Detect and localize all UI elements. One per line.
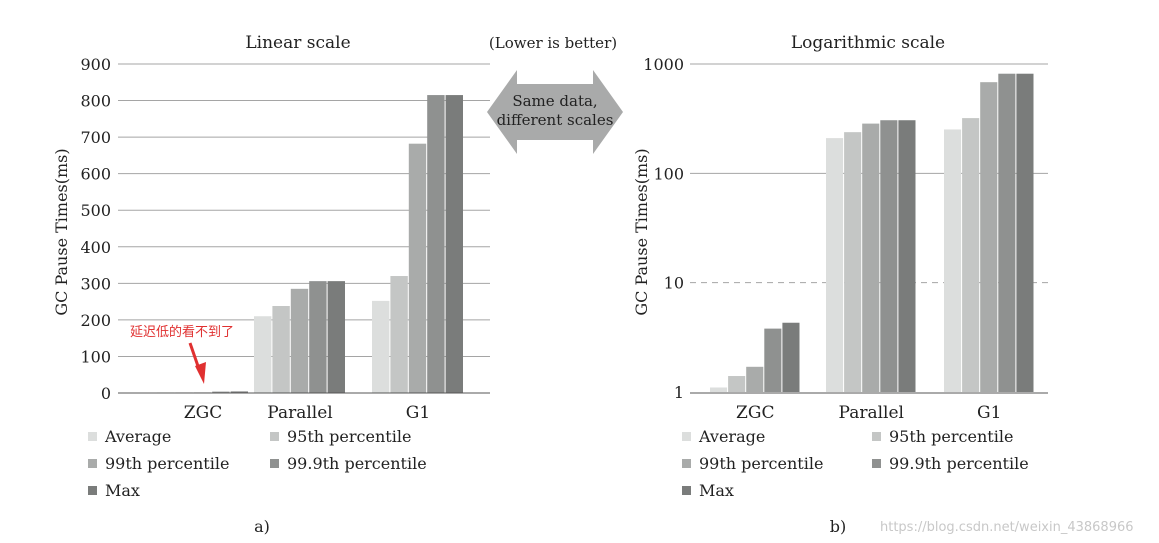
bar-parallel-average [826,138,844,392]
linear-y-ticks: 0 100 200 300 400 500 600 700 800 900 [80,55,111,403]
log-sublabel: b) [830,517,846,536]
category-label: Parallel [267,403,332,423]
legend-label: 99th percentile [105,454,229,473]
arrow-text-line1: Same data, [512,92,597,110]
bar-zgc-average [710,387,728,392]
category-label: ZGC [736,403,774,423]
bar-parallel-max [898,120,916,393]
bar-g1-99-9th-percentile [998,73,1016,392]
bar-g1-max [1016,73,1034,392]
legend-swatch [270,432,279,441]
linear-gridlines [118,63,490,357]
bar-g1-average [944,129,962,392]
linear-y-axis-label: GC Pause Times(ms) [52,148,71,315]
linear-x-categories: ZGC Parallel G1 [184,403,430,423]
linear-scale-chart: Linear scale GC Pause Times(ms) 0 100 200 3… [52,33,490,536]
legend-label: Max [105,481,140,500]
linear-legend: Average 95th percentile 99th percentile 99.… [88,427,427,500]
bar-parallel-95th-percentile [844,132,862,392]
bar-g1-95th-percentile [390,276,408,393]
legend-swatch [682,432,691,441]
bar-g1-99th-percentile [408,143,427,393]
legend-swatch [872,459,881,468]
legend-label: Average [698,427,765,446]
legend-swatch [88,486,97,495]
legend-label: 99.9th percentile [287,454,427,473]
lower-is-better-note: (Lower is better) [489,34,617,52]
bar-zgc-max [782,322,800,392]
log-x-categories: ZGC Parallel G1 [736,403,1001,423]
bar-g1-average [372,300,390,393]
linear-bars [157,95,463,394]
y-tick-label: 900 [80,55,111,74]
bar-g1-max [445,95,463,394]
legend-label: Max [699,481,734,500]
bar-parallel-99th-percentile [290,288,309,393]
log-chart-title: Logarithmic scale [791,33,945,53]
category-label: G1 [977,403,1001,423]
category-label: ZGC [184,403,222,423]
bar-parallel-99-9th-percentile [309,281,327,393]
legend-swatch [682,486,691,495]
y-tick-label: 400 [80,238,111,257]
log-scale-chart: Logarithmic scale GC Pause Times(ms) 1 10… [632,33,1048,536]
bar-parallel-average [254,316,272,393]
category-label: G1 [406,403,430,423]
bar-parallel-99th-percentile [862,123,880,392]
linear-chart-title: Linear scale [245,33,350,53]
arrow-text-line2: different scales [497,111,614,129]
legend-swatch [682,459,691,468]
bar-parallel-max [327,281,345,393]
legend-swatch [88,459,97,468]
y-tick-label: 700 [80,128,111,147]
y-tick-label: 1000 [643,55,684,74]
y-tick-label: 0 [101,384,111,403]
y-tick-label: 800 [80,92,111,111]
legend-label: 95th percentile [287,427,411,446]
y-tick-label: 100 [653,164,684,183]
bar-parallel-95th-percentile [272,305,290,393]
log-y-ticks: 1 10 100 1000 [643,55,684,402]
bar-g1-99-9th-percentile [427,95,445,394]
y-tick-label: 500 [80,201,111,220]
bar-g1-99th-percentile [980,82,998,392]
legend-label: 95th percentile [889,427,1013,446]
bar-g1-95th-percentile [962,118,980,392]
bar-parallel-99-9th-percentile [880,120,898,393]
watermark: https://blog.csdn.net/weixin_43868966 [880,520,1134,535]
bar-zgc-99-9th-percentile [764,328,782,392]
legend-label: 99.9th percentile [889,454,1029,473]
annotation-arrow [188,342,206,384]
category-label: Parallel [839,403,904,423]
y-tick-label: 1 [674,383,684,402]
bar-zgc-99th-percentile [746,366,764,392]
legend-label: 99th percentile [699,454,823,473]
log-y-axis-label: GC Pause Times(ms) [632,148,651,315]
legend-swatch [88,432,97,441]
linear-sublabel: a) [254,517,270,536]
log-bars [710,73,1034,393]
bar-zgc-95th-percentile [728,376,746,392]
legend-label: Average [104,427,171,446]
legend-swatch [270,459,279,468]
y-tick-label: 200 [80,311,111,330]
bar-zgc-max [230,391,248,393]
log-legend: Average 95th percentile 99th percentile 99.… [682,427,1029,500]
bar-zgc-99-9th-percentile [212,391,230,393]
y-tick-label: 10 [664,274,684,293]
legend-swatch [872,432,881,441]
annotation-text: 延迟低的看不到了 [130,324,234,340]
double-arrow-icon [487,70,623,154]
y-tick-label: 600 [80,165,111,184]
y-tick-label: 300 [80,274,111,293]
y-tick-label: 100 [80,347,111,366]
